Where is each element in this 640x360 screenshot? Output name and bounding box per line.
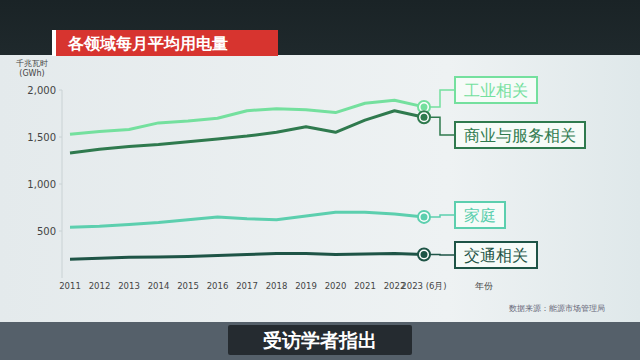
caption: 受访学者指出 — [263, 329, 377, 351]
background — [0, 0, 640, 360]
x-tick-label: 2012 — [89, 281, 111, 291]
x-tick-label: 2013 — [118, 281, 140, 291]
end-dot-ring — [418, 111, 430, 123]
title-accent — [52, 30, 56, 56]
legend-label: 家庭 — [464, 206, 496, 225]
x-tick-label: 2018 — [266, 281, 288, 291]
lines — [70, 100, 424, 259]
y-tick — [59, 231, 62, 232]
caption-bg — [228, 325, 412, 355]
legend-label: 工业相关 — [464, 81, 528, 100]
series-line — [70, 254, 424, 260]
x-tick-label: 2016 — [207, 281, 229, 291]
legend-label: 商业与服务相关 — [464, 126, 576, 145]
legend-box — [455, 242, 537, 268]
title: 各领域每月平均用电量 — [67, 34, 228, 53]
y-tick-label: 1,500 — [27, 132, 56, 143]
end-point — [421, 114, 428, 121]
x-tick-label: 2014 — [148, 281, 170, 291]
end-point — [421, 251, 428, 258]
x-label: 年份 — [475, 281, 493, 291]
legend-box — [455, 122, 585, 148]
x-tick-label: 2023 (6月) — [401, 281, 446, 291]
y-label-line: (GWh) — [19, 69, 44, 78]
y-tick — [59, 90, 62, 91]
y-tick-label: 2,000 — [27, 85, 56, 96]
x-tick-label: 2020 — [325, 281, 347, 291]
end-point — [421, 213, 428, 220]
y-label-line: 千兆瓦时 — [16, 59, 48, 68]
y-tick-label: 500 — [37, 226, 56, 237]
y-tick-label: 1,000 — [27, 179, 56, 190]
x-tick-label: 2017 — [236, 281, 258, 291]
y-label: 千兆瓦时(GWh) — [16, 59, 48, 78]
legend-box — [455, 202, 505, 228]
series-line — [70, 111, 424, 153]
source: 数据来源：能源市场管理局 — [509, 304, 605, 313]
x-tick-label: 2015 — [177, 281, 199, 291]
x-tick-label: 2019 — [295, 281, 317, 291]
x-tick-label: 2021 — [354, 281, 376, 291]
x-tick-label: 2011 — [59, 281, 81, 291]
series-line — [70, 212, 424, 227]
caption-band — [0, 322, 640, 360]
panel — [0, 55, 640, 325]
y-tick — [59, 184, 62, 185]
legend-label: 交通相关 — [464, 246, 528, 265]
y-tick — [59, 137, 62, 138]
title-banner — [52, 30, 278, 56]
end-dot-ring — [418, 249, 430, 261]
end-point — [421, 103, 428, 110]
end-dot-ring — [418, 211, 430, 223]
legend-box — [455, 77, 537, 103]
chart: 各领域每月平均用电量千兆瓦时(GWh)5001,0001,5002,000201… — [0, 0, 640, 360]
